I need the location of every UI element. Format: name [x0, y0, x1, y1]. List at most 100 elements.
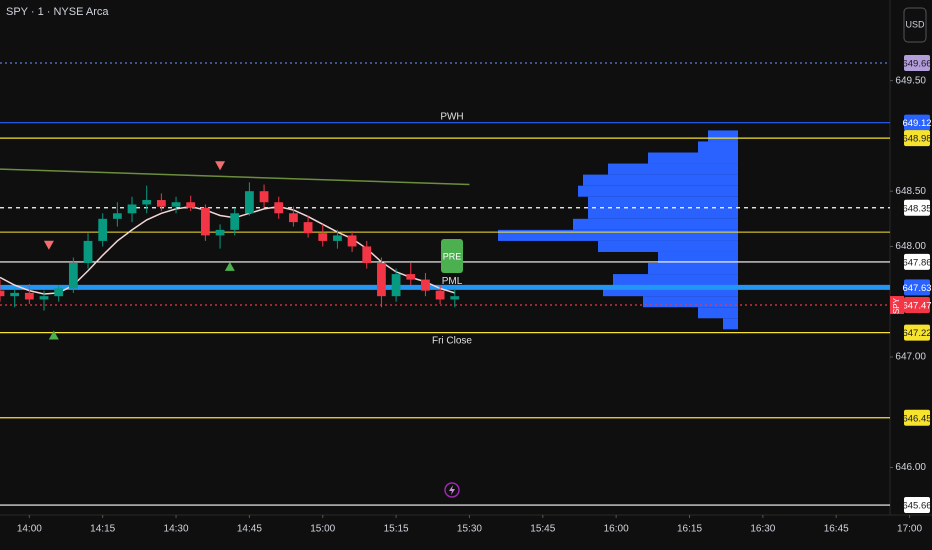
candle-body — [333, 235, 342, 241]
candle-body — [377, 263, 386, 297]
candle-body — [435, 290, 445, 300]
x-tick-label: 17:00 — [897, 524, 922, 535]
level-badge-label: 647.86 — [902, 257, 931, 268]
candle-body — [156, 200, 166, 207]
level-badge-label: 645.66 — [902, 501, 931, 512]
candle-body — [244, 191, 254, 214]
x-tick-label: 14:30 — [164, 524, 189, 535]
candle-body — [200, 207, 210, 236]
level-badge — [904, 199, 930, 216]
event-icon[interactable] — [444, 482, 460, 498]
candle-body — [54, 288, 64, 297]
profile-bar — [588, 196, 738, 208]
level-badge-label: 648.35 — [902, 203, 931, 214]
candle-body — [215, 229, 225, 236]
candle-body — [10, 292, 20, 297]
x-tick-label: 14:00 — [17, 524, 42, 535]
candle-body — [450, 296, 460, 300]
x-tick-label: 14:45 — [237, 524, 262, 535]
level-badge-label: 647.63 — [902, 283, 931, 294]
moving-average — [0, 168, 470, 186]
candle-body — [274, 202, 284, 214]
tag-box — [441, 239, 463, 273]
event-icon-bolt — [449, 485, 455, 495]
x-tick-label: 15:00 — [310, 524, 335, 535]
profile-bar — [603, 285, 738, 297]
level-badge — [904, 409, 930, 426]
candle-body — [142, 200, 152, 205]
candle-body — [303, 222, 313, 234]
candle-body — [362, 246, 372, 264]
x-tick-label: 15:45 — [530, 524, 555, 535]
candle-body — [347, 235, 357, 247]
grid-layer — [28, 80, 911, 518]
level-badge — [904, 130, 930, 147]
level-badge — [904, 497, 930, 514]
candle-body — [171, 202, 181, 207]
candle-body — [230, 213, 240, 230]
profile-bar — [723, 318, 738, 330]
candle-body — [68, 263, 78, 289]
currency-button[interactable] — [903, 7, 927, 43]
signal-marker — [43, 240, 54, 250]
profile-bar — [648, 152, 738, 164]
x-tick-label: 16:45 — [824, 524, 849, 535]
tag-label: PRE — [443, 251, 462, 261]
symbol-tag — [890, 296, 904, 315]
signal-marker — [48, 330, 59, 340]
level-name: Fri Close — [432, 335, 472, 346]
level-name: PML — [442, 276, 463, 287]
currency-button-label[interactable]: USD — [905, 19, 925, 29]
candle-body — [127, 204, 137, 214]
profile-bar — [708, 130, 738, 142]
candle-body — [112, 213, 122, 219]
profile-bar — [698, 141, 738, 153]
level-badge — [904, 114, 930, 131]
x-tick-label: 16:15 — [677, 524, 702, 535]
symbol-tag-label: SPY — [892, 297, 901, 314]
profile-bar — [498, 229, 738, 241]
profile-bar — [613, 274, 738, 286]
level-badge-label: 649.12 — [902, 118, 931, 129]
candle-body — [39, 296, 49, 300]
candles-layer — [0, 182, 460, 311]
candle-body — [24, 292, 34, 300]
profile-bar — [698, 307, 738, 319]
level-badge — [904, 54, 930, 71]
profile-bar — [658, 251, 738, 264]
profile-bar — [598, 240, 738, 252]
signal-marker — [224, 261, 235, 271]
level-badge-label: 648.98 — [902, 134, 931, 145]
profile-bar — [583, 174, 738, 186]
level-badge — [904, 253, 930, 270]
profile-bar — [648, 263, 738, 275]
profile-bar — [573, 218, 738, 230]
overlay-layer: PWH PML Fri Close PRE — [43, 111, 472, 346]
y-tick-label: 647.00 — [895, 352, 926, 363]
profile-bar — [643, 296, 738, 308]
x-tick-label: 14:15 — [90, 524, 115, 535]
profile-bar — [588, 207, 738, 219]
level-badge — [904, 279, 930, 296]
level-badge-label: 646.45 — [902, 413, 931, 424]
y-tick-label: 646.00 — [895, 462, 926, 473]
candle-body — [186, 202, 196, 208]
candle-body — [289, 213, 298, 223]
level-badge — [904, 297, 930, 314]
y-tick-label: 649.50 — [895, 75, 926, 86]
signal-marker — [215, 161, 226, 171]
profile-layer — [498, 130, 738, 330]
candle-body — [259, 191, 269, 203]
symbol-title: SPY · 1 · NYSE Arca — [6, 6, 109, 18]
candle-body — [406, 274, 416, 280]
y-tick-label: 648.00 — [895, 241, 926, 252]
candle-body — [83, 240, 93, 264]
level-badge-label: 649.66 — [902, 59, 931, 70]
level-badge-label: 647.47 — [902, 301, 931, 312]
level-badge — [904, 324, 930, 341]
level-badge-label: 647.22 — [902, 328, 931, 339]
candle-body — [318, 233, 328, 241]
level-name: PWH — [440, 111, 463, 122]
